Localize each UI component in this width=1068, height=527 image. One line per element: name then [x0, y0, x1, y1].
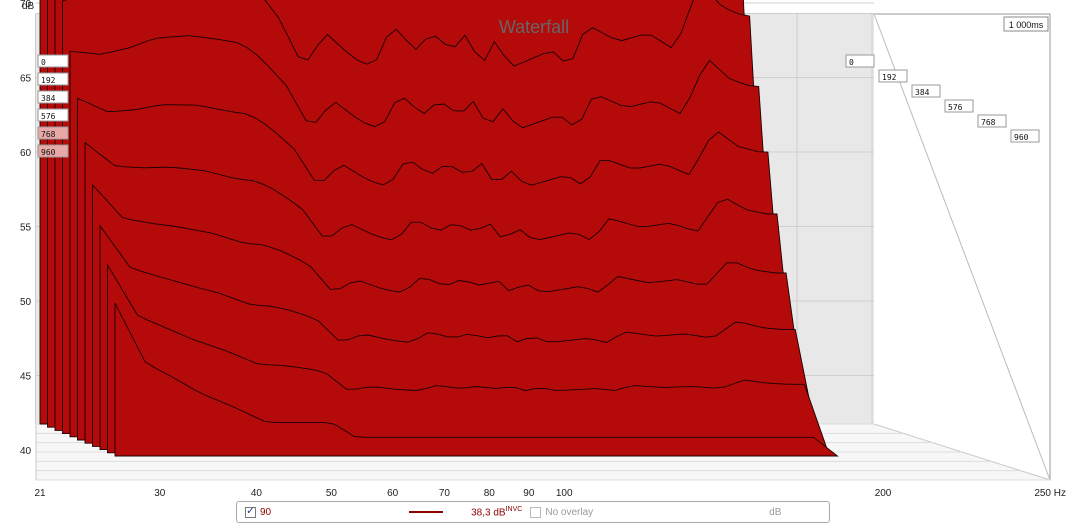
slice-label-left: 384 — [37, 90, 69, 104]
waterfall-slices — [39, 0, 839, 457]
x-tick-label: 250 Hz — [1034, 488, 1066, 499]
y-tick-label: 55 — [20, 223, 32, 234]
slice-label-right: 576 — [944, 99, 974, 113]
slice-label-left: 576 — [37, 108, 69, 122]
y-axis-label: dB — [22, 1, 35, 12]
y-tick-label: 70 — [20, 0, 32, 10]
y-tick-label: 50 — [20, 297, 32, 308]
axis-labels: dB Waterfall 1 000ms — [22, 1, 1049, 37]
slice-label-right: 384 — [911, 84, 941, 98]
svg-text:192: 192 — [41, 76, 56, 85]
y-tick-label: 65 — [20, 74, 32, 85]
y-tick-label: 60 — [20, 148, 32, 159]
slice-label-left: 192 — [37, 72, 69, 86]
series-label: 90 — [260, 506, 272, 518]
x-tick-label: 200 — [875, 488, 892, 499]
waterfall-slice — [114, 302, 839, 457]
svg-text:768: 768 — [41, 130, 56, 139]
slice-label-right: 960 — [1010, 129, 1040, 143]
svg-text:576: 576 — [41, 112, 56, 121]
overlay-label: No overlay — [545, 506, 594, 518]
x-tick-label: 40 — [251, 488, 263, 499]
series-value: 38,3 dBINVC — [471, 505, 523, 519]
legend-bar: ✓ 90 38,3 dBINVC No overlay dB — [236, 501, 830, 523]
series-checkbox[interactable]: ✓ — [245, 506, 256, 518]
slice-label-left: 768 — [37, 126, 69, 140]
x-tick-label: 60 — [387, 488, 399, 499]
slice-labels: 0 0 192 192 384 384 576 576 768 768 960 960 — [37, 54, 1040, 158]
y-tick-label: 40 — [20, 446, 32, 457]
slice-label-right: 192 — [878, 69, 908, 83]
y-ticks: 404550556065707580859095 — [20, 0, 32, 457]
overlay-checkbox[interactable] — [530, 506, 542, 518]
x-ticks: 21 30 40 50 60 70 80 90 100 200 250 Hz — [34, 488, 1066, 499]
svg-text:384: 384 — [41, 94, 56, 103]
svg-text:960: 960 — [1014, 133, 1029, 142]
x-tick-label: 21 — [34, 488, 46, 499]
svg-text:576: 576 — [948, 103, 963, 112]
svg-text:0: 0 — [849, 58, 854, 67]
svg-text:192: 192 — [882, 73, 897, 82]
svg-text:768: 768 — [981, 118, 996, 127]
chart-title: Waterfall — [499, 17, 569, 37]
svg-text:384: 384 — [915, 88, 930, 97]
x-tick-label: 90 — [523, 488, 535, 499]
slice-label-left: 0 — [37, 54, 69, 68]
slice-label-left: 960 — [37, 144, 69, 158]
x-tick-label: 100 — [556, 488, 573, 499]
x-tick-label: 80 — [484, 488, 496, 499]
svg-text:960: 960 — [41, 148, 56, 157]
y-tick-label: 45 — [20, 372, 32, 383]
x-tick-label: 50 — [326, 488, 338, 499]
series-color-swatch — [409, 511, 444, 513]
x-tick-label: 30 — [154, 488, 166, 499]
waterfall-slice — [107, 263, 830, 454]
slice-label-right: 768 — [977, 114, 1007, 128]
time-axis-label: 1 000ms — [1009, 20, 1044, 30]
unit-label: dB — [769, 506, 782, 518]
slice-label-right: 0 — [845, 54, 875, 68]
svg-text:0: 0 — [41, 58, 46, 67]
x-tick-label: 70 — [439, 488, 451, 499]
time-axis-box: 1 000ms — [1003, 16, 1049, 32]
series-value-suffix: INVC — [505, 505, 523, 513]
